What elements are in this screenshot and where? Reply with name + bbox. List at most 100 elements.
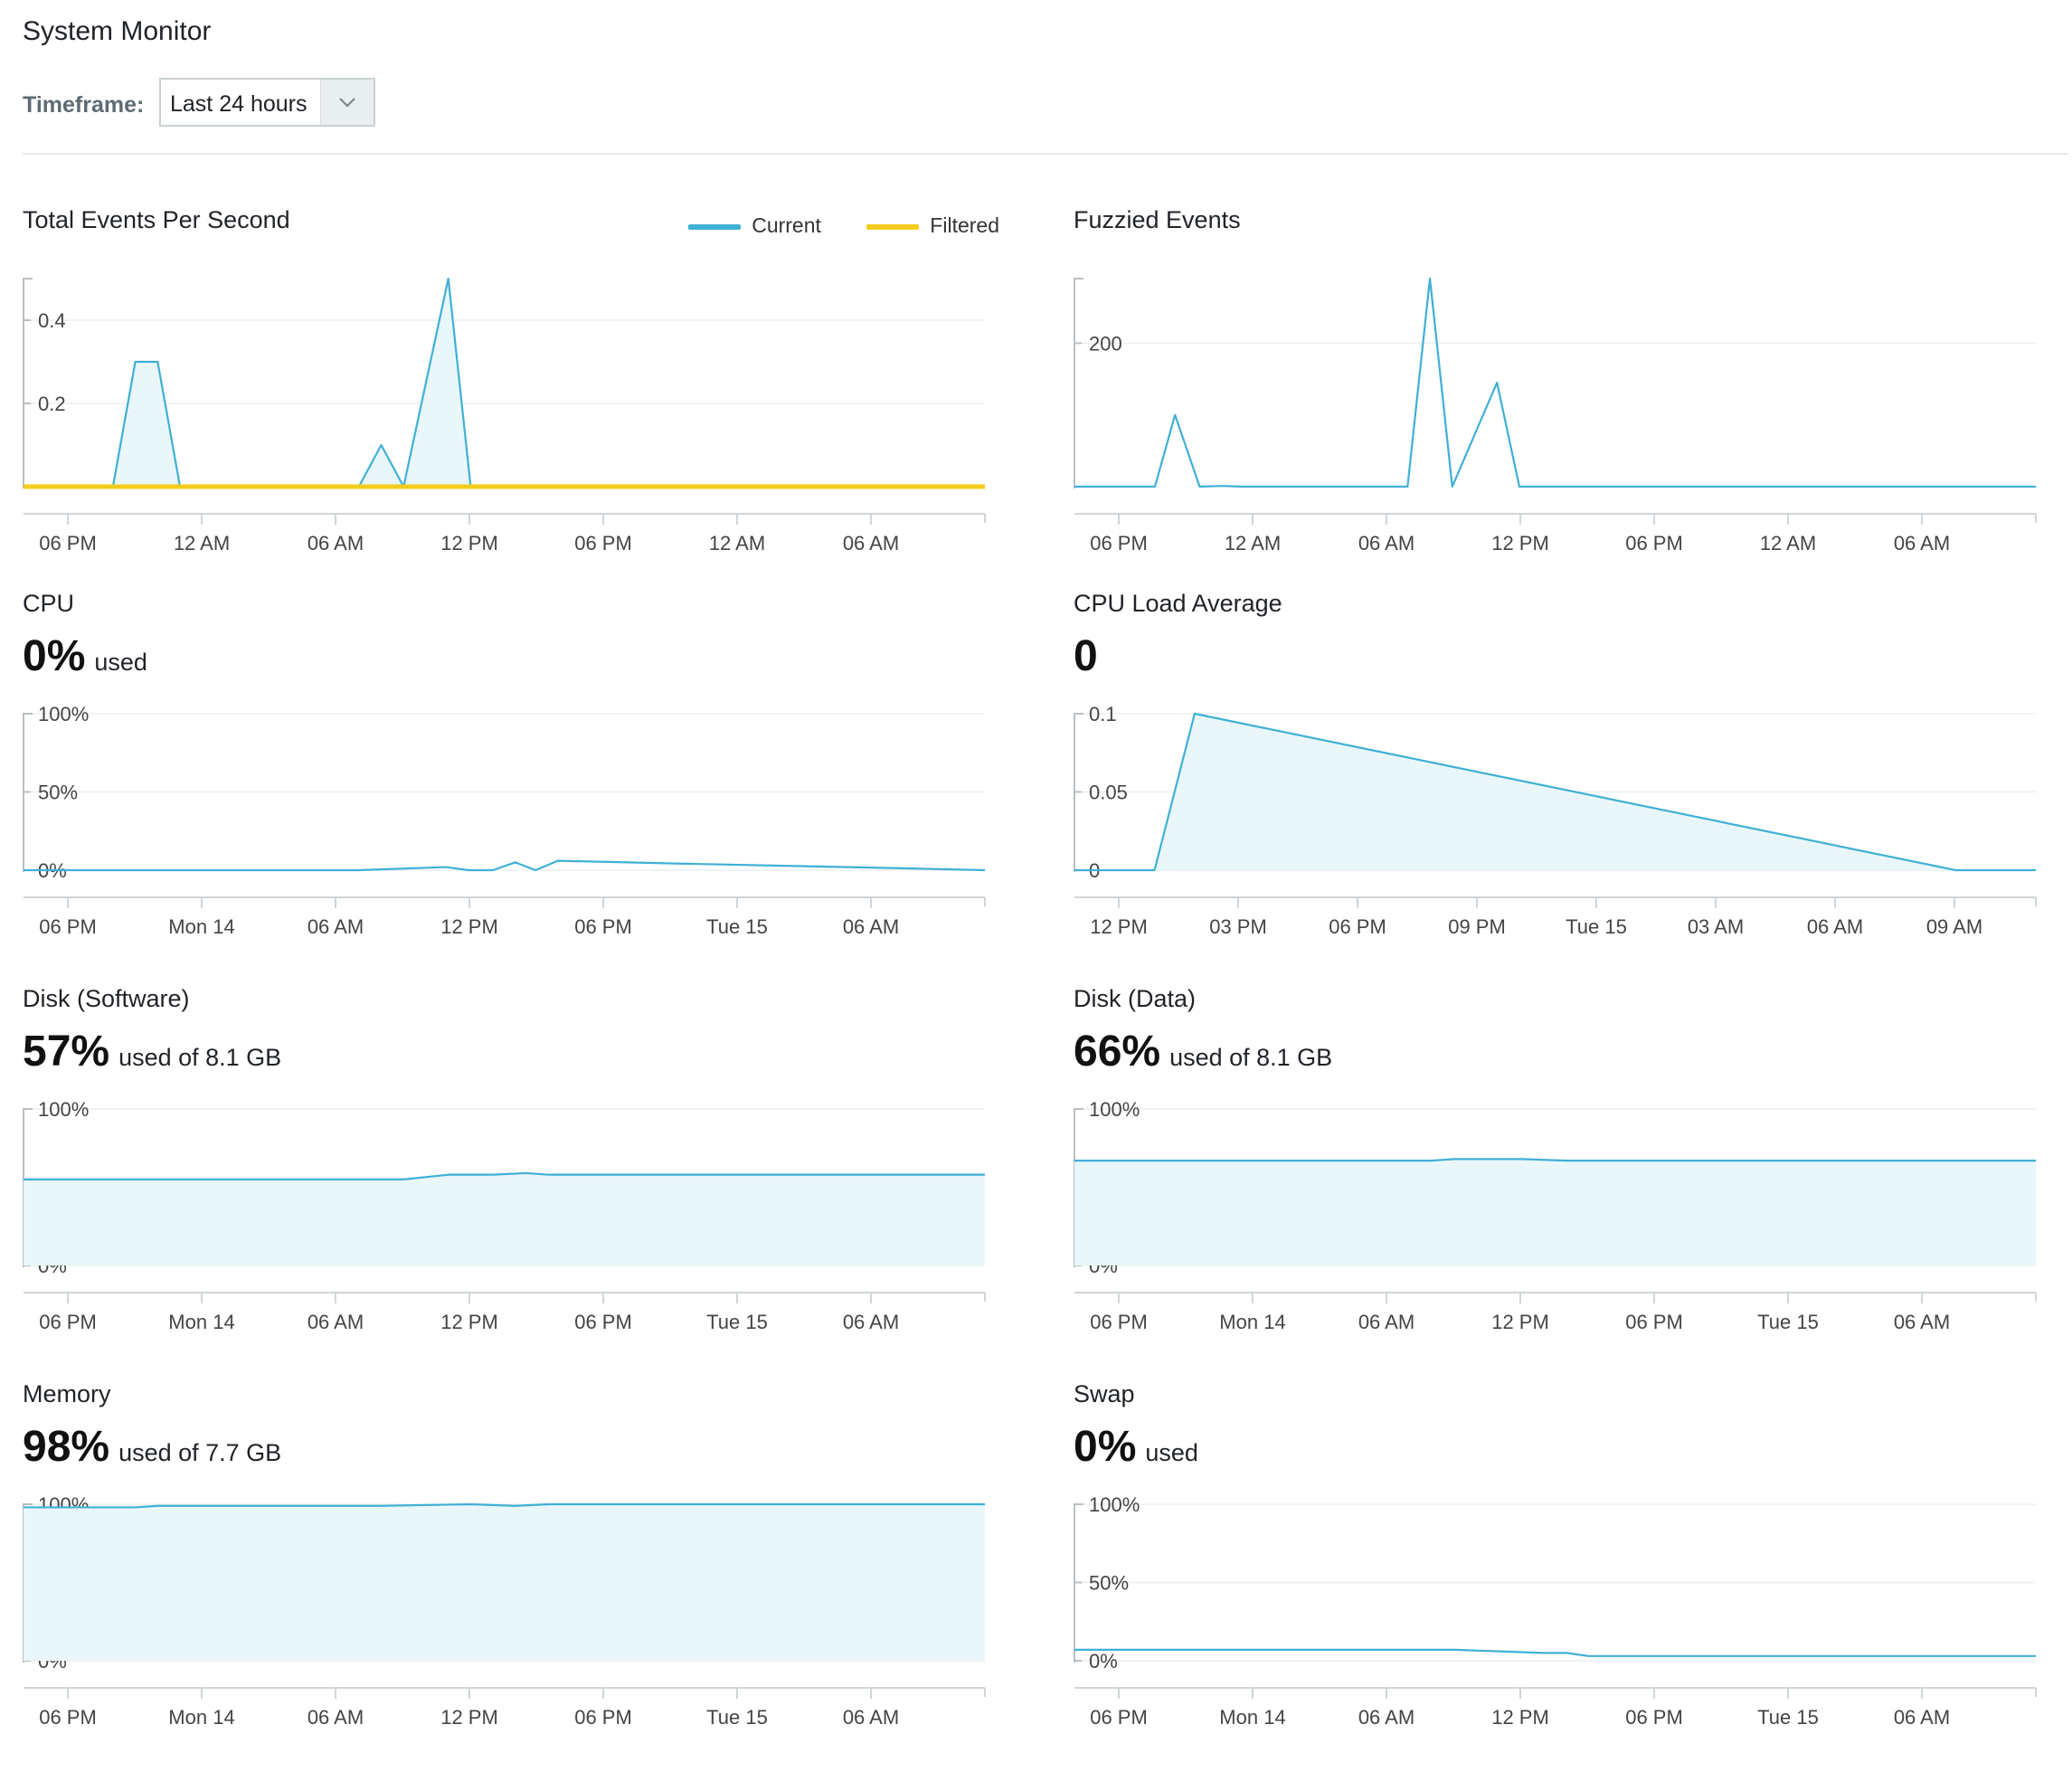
x-tick-label: 06 PM [39, 915, 97, 938]
legend-item-current[interactable]: Current [688, 213, 821, 238]
panel-memory: Memory 98%used of 7.7 GB 0%50%100%06 PMM… [23, 1380, 1036, 1769]
panel-title: Memory [23, 1380, 111, 1407]
x-tick-label: 12 PM [440, 915, 498, 938]
stat-suffix: used of 7.7 GB [118, 1439, 282, 1466]
x-tick-label: Mon 14 [168, 1706, 234, 1729]
x-tick-label: 09 AM [1926, 915, 1982, 938]
series-line-current [24, 1171, 985, 1180]
x-tick-label: 12 PM [440, 1706, 498, 1729]
y-axis [23, 713, 33, 872]
y-axis [23, 278, 33, 488]
y-tick-label: 0.05 [1089, 782, 1128, 804]
y-tick-label: 100% [1089, 1098, 1140, 1121]
stat-suffix: used [94, 649, 147, 676]
stat-value: 98% [23, 1423, 110, 1471]
series-area-current [24, 1504, 985, 1661]
x-tick-label: 06 PM [1625, 1311, 1683, 1333]
stat-value: 0% [1074, 1423, 1137, 1471]
x-tick-label: Mon 14 [1219, 1706, 1285, 1729]
y-axis [1074, 1503, 1083, 1663]
chart-cpu-load-average: 00.050.112 PM 03 PM 06 PM 09 PM Tue 15 03 AM 0… [1074, 703, 2037, 938]
x-tick-label: 12 AM [174, 532, 230, 554]
x-tick-label: Mon 14 [168, 1311, 234, 1333]
x-tick-label: 06 PM [574, 1706, 632, 1729]
series-line-current [24, 1502, 985, 1509]
x-tick-label: Tue 15 [706, 1311, 768, 1333]
stat-suffix: used of 8.1 GB [118, 1044, 282, 1071]
x-tick-label: 06 PM [1625, 532, 1683, 554]
series-line-current [24, 859, 986, 872]
y-tick-label: 0% [1089, 1650, 1118, 1673]
x-tick-label: 09 PM [1448, 915, 1506, 938]
x-tick-label: 06 AM [1894, 532, 1950, 554]
stat-suffix: used [1145, 1439, 1198, 1466]
stat-row: 66% used of 8.1 GB [1074, 1027, 1332, 1076]
panel-disk-software: Disk (Software) 57%used of 8.1 GB 0%50%1… [23, 985, 1036, 1374]
legend-label: Filtered [930, 213, 999, 237]
series-line-current [1074, 277, 2036, 488]
x-tick-label: 06 PM [1625, 1706, 1683, 1729]
x-tick-label: 06 AM [1807, 915, 1863, 938]
x-tick-label: 06 PM [574, 532, 632, 554]
x-tick-label: 03 PM [1209, 915, 1267, 938]
header-divider [23, 153, 2068, 155]
stat-row: 57% used of 8.1 GB [23, 1027, 281, 1076]
panel-title: CPU [23, 590, 75, 617]
x-tick-label: Tue 15 [1757, 1706, 1819, 1729]
timeframe-select[interactable]: Last 24 hours [159, 78, 375, 127]
legend-label: Current [752, 213, 821, 237]
x-tick-label: 06 PM [1090, 532, 1148, 554]
x-tick-label: 06 AM [1894, 1311, 1950, 1333]
x-tick-label: 12 PM [1491, 1311, 1549, 1333]
x-tick-label: 06 PM [1329, 915, 1386, 938]
y-axis [1074, 278, 1083, 488]
series-area-current [1074, 714, 2036, 870]
x-tick-label: 06 AM [843, 532, 899, 554]
panel-title: CPU Load Average [1074, 590, 1282, 617]
x-tick-label: 12 PM [1090, 915, 1148, 938]
x-tick-label: 06 AM [1358, 532, 1414, 554]
stat-row: 0% used [23, 631, 147, 681]
x-tick-label: 06 AM [1358, 1311, 1414, 1333]
y-tick-label: 0.2 [38, 393, 66, 415]
chart-cpu: 0%50%100%06 PM Mon 14 06 AM 12 PM 06 PM Tue 1… [23, 703, 986, 938]
series-area-current [24, 279, 930, 487]
x-tick-label: 06 PM [39, 1311, 97, 1333]
series-line-current [1074, 1158, 2036, 1162]
x-tick-label: 06 PM [1090, 1706, 1148, 1729]
x-tick-label: 06 PM [1090, 1311, 1148, 1333]
x-tick-label: 12 PM [1491, 1706, 1549, 1729]
panel-disk-data: Disk (Data) 66%used of 8.1 GB 0%50%100%0… [1074, 985, 2072, 1374]
series-line-current [1074, 712, 2036, 872]
x-tick-label: 06 AM [1358, 1706, 1414, 1729]
chart-swap: 0% 50% 100% 06 PM Mon 14 06 AM 12 PM 06 PM Tue 1… [1074, 1493, 2037, 1729]
y-tick-label: 100% [38, 703, 89, 725]
x-tick-label: 06 AM [307, 532, 364, 554]
stat-row: 98% used of 7.7 GB [23, 1422, 281, 1472]
panel-title: Fuzzied Events [1074, 206, 1241, 233]
panel-title: Disk (Software) [23, 985, 190, 1012]
panel-title: Disk (Data) [1074, 985, 1197, 1012]
y-tick-label: 50% [38, 782, 78, 804]
chart-fuzzied-events: 200 06 PM 12 AM 06 AM 12 PM 06 PM 12 AM 06 AM [1074, 277, 2037, 554]
legend-item-filtered[interactable]: Filtered [866, 213, 999, 238]
stat-row: 0% used [1074, 1422, 1198, 1472]
x-tick-label: 06 AM [843, 915, 899, 938]
panel-cpu: CPU 0% used 0% 50% 100% 06 PM Mon 14 06 AM 12 P… [23, 590, 1036, 979]
timeframe-value: Last 24 hours [170, 91, 307, 117]
x-tick-label: Mon 14 [168, 915, 234, 938]
stat-row: 0 [1074, 631, 1107, 681]
x-tick-label: 06 AM [307, 1706, 364, 1729]
x-tick-label: 06 PM [574, 1311, 632, 1333]
chevron-down-icon[interactable] [320, 80, 374, 125]
panel-title: Total Events Per Second [23, 206, 290, 233]
page-title: System Monitor [23, 16, 212, 46]
y-tick-label: 100% [1089, 1493, 1140, 1516]
x-tick-label: 06 PM [39, 1706, 97, 1729]
x-tick-label: Tue 15 [1566, 915, 1627, 938]
x-tick-label: 06 AM [843, 1311, 899, 1333]
y-tick-label: 100% [38, 1098, 89, 1121]
y-tick-label: 0.1 [1089, 703, 1117, 725]
